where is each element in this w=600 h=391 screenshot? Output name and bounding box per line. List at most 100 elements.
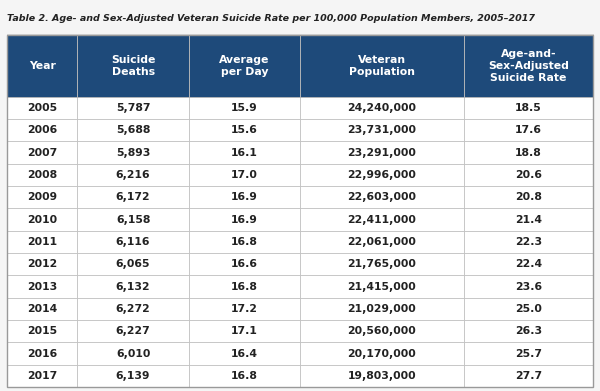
Text: 5,787: 5,787 — [116, 103, 151, 113]
Bar — [7, 298, 77, 320]
Text: 16.8: 16.8 — [231, 237, 258, 247]
Bar — [464, 275, 593, 298]
Text: 2014: 2014 — [27, 304, 58, 314]
Text: 16.9: 16.9 — [231, 215, 258, 224]
Bar — [464, 253, 593, 275]
Bar — [464, 97, 593, 119]
Bar — [7, 253, 77, 275]
Text: 21,765,000: 21,765,000 — [347, 259, 416, 269]
Bar — [300, 164, 464, 186]
Text: 2015: 2015 — [27, 326, 58, 336]
Bar — [464, 365, 593, 387]
Bar — [77, 186, 189, 208]
Bar — [189, 142, 300, 164]
Bar — [300, 186, 464, 208]
Text: 2012: 2012 — [27, 259, 58, 269]
Text: 22,061,000: 22,061,000 — [347, 237, 416, 247]
Text: 25.0: 25.0 — [515, 304, 542, 314]
Bar — [464, 343, 593, 365]
Text: Veteran
Population: Veteran Population — [349, 55, 415, 77]
Bar — [77, 275, 189, 298]
Bar — [7, 119, 77, 142]
Bar — [464, 186, 593, 208]
Text: 6,216: 6,216 — [116, 170, 151, 180]
Text: 6,065: 6,065 — [116, 259, 151, 269]
Text: 2005: 2005 — [27, 103, 58, 113]
Text: 18.8: 18.8 — [515, 148, 542, 158]
Text: 23,291,000: 23,291,000 — [347, 148, 416, 158]
Bar — [77, 35, 189, 97]
Bar — [189, 35, 300, 97]
Bar — [189, 275, 300, 298]
Bar — [77, 164, 189, 186]
Text: 2006: 2006 — [27, 125, 58, 135]
Bar — [77, 343, 189, 365]
Bar — [7, 365, 77, 387]
Bar — [300, 119, 464, 142]
Text: 20,170,000: 20,170,000 — [347, 349, 416, 359]
Bar — [464, 298, 593, 320]
Text: 2010: 2010 — [27, 215, 58, 224]
Bar — [77, 231, 189, 253]
Text: 21.4: 21.4 — [515, 215, 542, 224]
Text: Average
per Day: Average per Day — [219, 55, 269, 77]
Bar — [7, 231, 77, 253]
Bar — [7, 208, 77, 231]
Text: 2009: 2009 — [27, 192, 58, 202]
Bar — [189, 208, 300, 231]
Bar — [7, 97, 77, 119]
Bar — [300, 231, 464, 253]
Bar — [7, 164, 77, 186]
Bar — [300, 97, 464, 119]
Bar — [189, 231, 300, 253]
Text: 5,688: 5,688 — [116, 125, 150, 135]
Text: 17.1: 17.1 — [231, 326, 258, 336]
Bar — [7, 343, 77, 365]
Text: 6,158: 6,158 — [116, 215, 150, 224]
Bar — [464, 119, 593, 142]
Bar — [77, 119, 189, 142]
Bar — [7, 186, 77, 208]
Text: 16.8: 16.8 — [231, 282, 258, 292]
Text: 25.7: 25.7 — [515, 349, 542, 359]
Bar — [189, 97, 300, 119]
Text: 6,132: 6,132 — [116, 282, 151, 292]
Bar — [464, 164, 593, 186]
Bar — [464, 231, 593, 253]
Text: 20.6: 20.6 — [515, 170, 542, 180]
Bar — [189, 119, 300, 142]
Text: 16.9: 16.9 — [231, 192, 258, 202]
Bar — [300, 208, 464, 231]
Text: 23,731,000: 23,731,000 — [347, 125, 416, 135]
Text: 20.8: 20.8 — [515, 192, 542, 202]
Bar — [189, 298, 300, 320]
Text: 22,603,000: 22,603,000 — [347, 192, 416, 202]
Text: 2013: 2013 — [27, 282, 58, 292]
Bar — [300, 253, 464, 275]
Text: 23.6: 23.6 — [515, 282, 542, 292]
Text: 27.7: 27.7 — [515, 371, 542, 381]
Text: 2011: 2011 — [27, 237, 58, 247]
Bar — [7, 35, 77, 97]
Text: 5,893: 5,893 — [116, 148, 150, 158]
Text: 6,010: 6,010 — [116, 349, 150, 359]
Text: 18.5: 18.5 — [515, 103, 542, 113]
Bar — [189, 343, 300, 365]
Text: 22,411,000: 22,411,000 — [347, 215, 416, 224]
Text: 22.4: 22.4 — [515, 259, 542, 269]
Bar — [300, 35, 464, 97]
Text: 2016: 2016 — [27, 349, 58, 359]
Bar — [464, 320, 593, 343]
Bar — [77, 208, 189, 231]
Text: 6,272: 6,272 — [116, 304, 151, 314]
Bar — [300, 275, 464, 298]
Text: 16.1: 16.1 — [231, 148, 258, 158]
Bar — [464, 35, 593, 97]
Bar — [7, 35, 593, 387]
Bar — [7, 142, 77, 164]
Text: 15.6: 15.6 — [231, 125, 258, 135]
Text: 6,139: 6,139 — [116, 371, 151, 381]
Text: Table 2. Age- and Sex-Adjusted Veteran Suicide Rate per 100,000 Population Membe: Table 2. Age- and Sex-Adjusted Veteran S… — [7, 14, 535, 23]
Bar — [300, 298, 464, 320]
Bar — [77, 253, 189, 275]
